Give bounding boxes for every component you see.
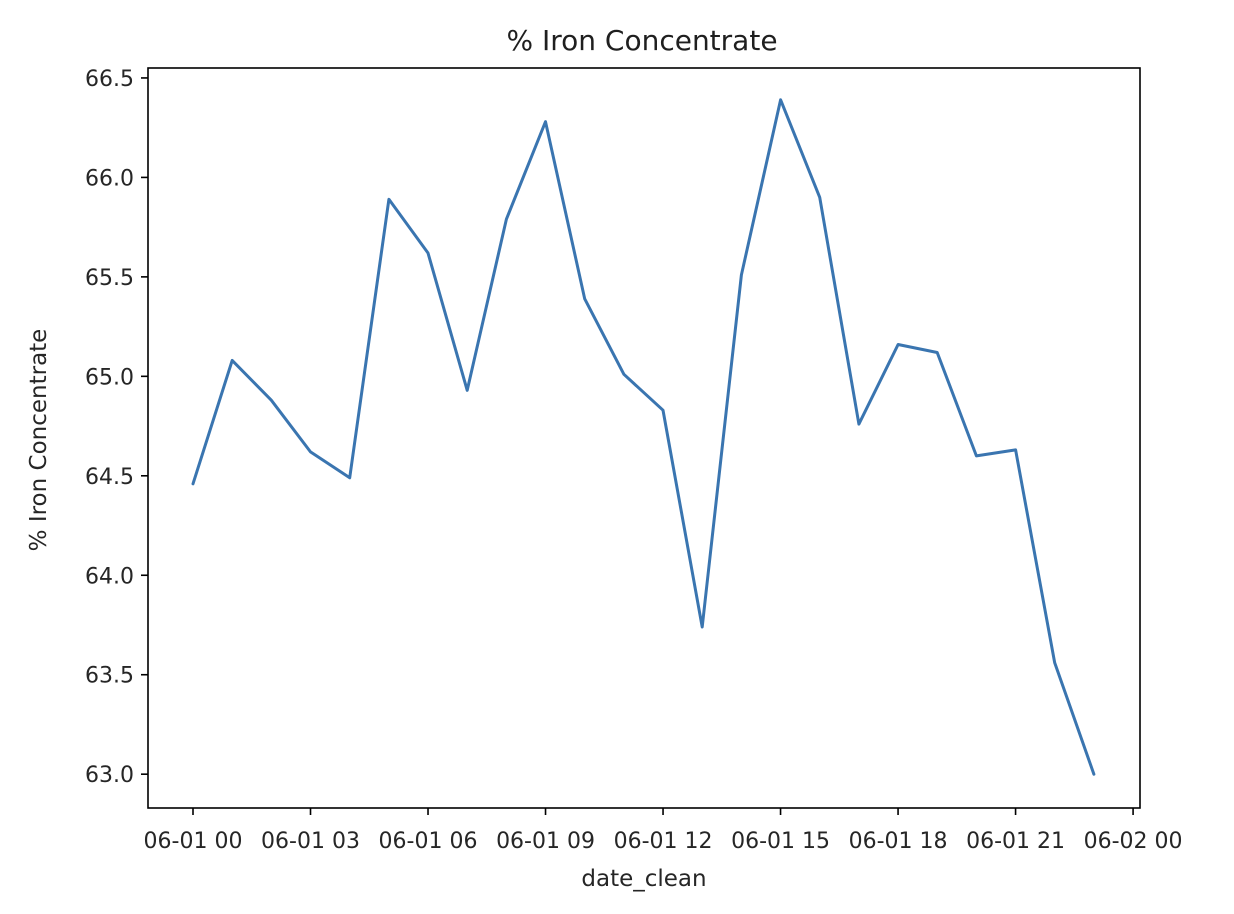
x-tick-label: 06-01 18 — [849, 829, 948, 854]
x-axis: 06-01 00 06-01 03 06-01 06 06-01 09 06-01 12… — [144, 808, 1183, 854]
x-tick-label: 06-01 00 — [144, 829, 243, 854]
plot-area-frame — [147, 67, 1141, 809]
series-line — [191, 98, 1096, 776]
x-tick-label: 06-01 03 — [261, 829, 360, 854]
y-axis-label: % Iron Concentrate — [26, 329, 52, 552]
y-tick-label: 66.0 — [85, 166, 134, 191]
x-tick-label: 06-01 06 — [379, 829, 478, 854]
x-tick-label: 06-01 15 — [731, 829, 830, 854]
y-tick-label: 64.0 — [85, 564, 134, 589]
x-tick-label: 06-01 12 — [614, 829, 713, 854]
y-tick-label: 66.5 — [85, 67, 134, 92]
y-tick-label: 63.0 — [85, 763, 134, 788]
x-tick-label: 06-02 00 — [1084, 829, 1183, 854]
y-tick-label: 65.5 — [85, 266, 134, 291]
series-layer — [191, 98, 1096, 776]
chart-title: % Iron Concentrate — [506, 24, 777, 57]
x-axis-label: date_clean — [581, 866, 706, 892]
x-tick-label: 06-01 21 — [966, 829, 1065, 854]
y-tick-label: 64.5 — [85, 465, 134, 490]
x-tick-label: 06-01 09 — [496, 829, 595, 854]
y-tick-label: 65.0 — [85, 365, 134, 390]
y-tick-label: 63.5 — [85, 664, 134, 689]
y-axis: 63.0 63.5 64.0 64.5 65.0 65.5 66.0 66.5 — [85, 67, 148, 788]
